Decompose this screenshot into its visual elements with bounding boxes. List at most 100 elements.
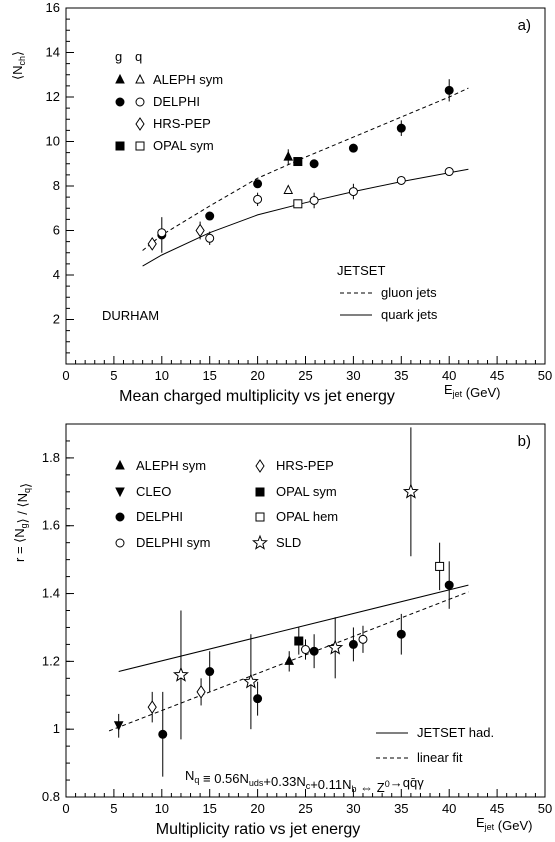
legend-marker-diamond-open <box>255 459 265 473</box>
curve-legend-entry: quark jets <box>381 307 438 322</box>
data-point-diamond-open <box>147 236 157 251</box>
chart-caption: Mean charged multiplicity vs jet energy <box>119 388 395 405</box>
x-tick-label: 20 <box>250 801 264 816</box>
y-tick-label: 14 <box>46 45 60 60</box>
legend-header-g: g <box>115 49 122 64</box>
legend-marker-star-open <box>252 534 268 550</box>
data-point-circle-open <box>309 195 319 205</box>
data-point-circle-filled <box>253 179 263 189</box>
legend-entry: CLEO <box>136 484 171 499</box>
x-tick-label: 40 <box>442 801 456 816</box>
legend-entry: DELPHI <box>153 94 200 109</box>
data-point-square-open <box>293 199 303 209</box>
legend-marker-square-open <box>135 141 145 151</box>
data-point-circle-open <box>348 187 358 197</box>
y-tick-label: 12 <box>46 89 60 104</box>
data-point-circle-filled <box>309 646 319 656</box>
x-tick-label: 35 <box>394 368 408 383</box>
data-point-diamond-open <box>195 223 205 238</box>
legend-marker-triangle-filled <box>115 459 125 470</box>
model-note: JETSET <box>337 263 385 278</box>
data-point-star-open <box>402 483 419 499</box>
data-point-circle-filled <box>396 123 406 133</box>
data-point-circle-open <box>205 233 215 243</box>
legend-marker-circle-open <box>115 538 125 548</box>
scheme-note: DURHAM <box>102 308 159 323</box>
data-point-circle-filled <box>158 729 168 739</box>
data-point-square-filled <box>294 636 304 646</box>
panel-a-mean-multiplicity: 0 5 10 15 20 25 30 35 40 45 50 2 4 6 8 10 12 14 16 a) Mean c… <box>10 0 552 405</box>
data-point-circle-open <box>396 175 406 185</box>
data-point-square-open <box>435 561 445 571</box>
y-axis-label: ⟨Nch⟩ <box>10 51 27 80</box>
plot-frame <box>65 423 546 798</box>
y-tick-label: 6 <box>53 223 60 238</box>
legend-entry: DELPHI <box>136 509 183 524</box>
legend-marker-triangle-filled <box>115 73 125 84</box>
data-point-triangle-down-filled <box>113 721 124 731</box>
data-point-circle-filled <box>348 639 358 649</box>
data-point-diamond-open <box>147 700 157 715</box>
y-tick-label: 16 <box>46 0 60 15</box>
x-tick-label: 5 <box>110 368 117 383</box>
legend-marker-circle-filled <box>115 97 125 107</box>
y-tick-label: 10 <box>46 134 60 149</box>
y-tick-label: 2 <box>53 312 60 327</box>
data-point-circle-filled <box>309 159 319 169</box>
x-tick-label: 40 <box>442 368 456 383</box>
y-tick-label: 0.8 <box>42 789 60 804</box>
curve-legend-entry: JETSET had. <box>417 725 494 740</box>
y-tick-label: 4 <box>53 267 60 282</box>
legend-entry: SLD <box>276 535 301 550</box>
x-tick-label: 25 <box>298 801 312 816</box>
data-point-circle-filled <box>348 143 358 153</box>
legend-marker-triangle-down-filled <box>115 487 125 498</box>
data-point-circle-open <box>253 194 263 204</box>
legend-entry: ALEPH sym <box>136 458 206 473</box>
data-point-triangle-filled <box>284 655 295 665</box>
x-tick-label: 5 <box>110 801 117 816</box>
x-tick-label: 45 <box>490 368 504 383</box>
data-point-diamond-open <box>196 684 206 699</box>
panel-label: a) <box>518 17 531 34</box>
panel-label: b) <box>518 433 531 450</box>
normalization-formula: Nq ≡ 0.56Nuds+0.33Nc+0.11Nb ⇔ Z0→qq̄γ <box>185 768 424 795</box>
data-point-circle-filled <box>205 211 215 221</box>
x-tick-label: 20 <box>250 368 264 383</box>
x-tick-label: 15 <box>202 368 216 383</box>
data-point-triangle-filled <box>283 150 294 161</box>
x-tick-label: 35 <box>394 801 408 816</box>
data-point-circle-filled <box>396 629 406 639</box>
x-tick-label: 50 <box>538 368 552 383</box>
data-point-triangle-open <box>283 184 294 194</box>
legend-marker-triangle-open <box>135 73 145 84</box>
x-tick-label: 15 <box>202 801 216 816</box>
data-point-star-open <box>172 666 189 682</box>
legend-entry: HRS-PEP <box>153 116 211 131</box>
data-point-star-open <box>242 673 259 689</box>
legend-marker-circle-open <box>135 97 145 107</box>
x-tick-label: 30 <box>346 368 360 383</box>
data-point-circle-filled <box>444 580 454 590</box>
curve-gluon <box>142 87 469 251</box>
data-point-circle-open <box>157 228 167 238</box>
legend-entry: OPAL hem <box>276 509 338 524</box>
y-tick-label: 1.6 <box>42 518 60 533</box>
panel-b-multiplicity-ratio: 0 5 10 15 20 25 30 35 40 45 50 0.8 1 1.2 1.4 1.6 1.8 b) Mu… <box>12 423 552 838</box>
curve-legend-entry: linear fit <box>417 750 463 765</box>
legend-entry: DELPHI sym <box>136 535 210 550</box>
y-axis-label: r = ⟨Ng⟩ / ⟨Nq⟩ <box>12 483 33 562</box>
legend-entry: ALEPH sym <box>153 72 223 87</box>
x-tick-label: 0 <box>62 801 69 816</box>
legend-marker-diamond-open <box>135 117 145 131</box>
legend-marker-square-filled <box>255 487 265 497</box>
x-tick-label: 0 <box>62 368 69 383</box>
legend-entry: OPAL sym <box>276 484 337 499</box>
data-point-circle-open <box>358 634 368 644</box>
legend-marker-square-open <box>255 512 265 522</box>
x-tick-label: 30 <box>346 801 360 816</box>
data-point-circle-open <box>444 167 454 177</box>
x-tick-label: 10 <box>155 368 169 383</box>
data-point-circle-open <box>301 644 310 654</box>
